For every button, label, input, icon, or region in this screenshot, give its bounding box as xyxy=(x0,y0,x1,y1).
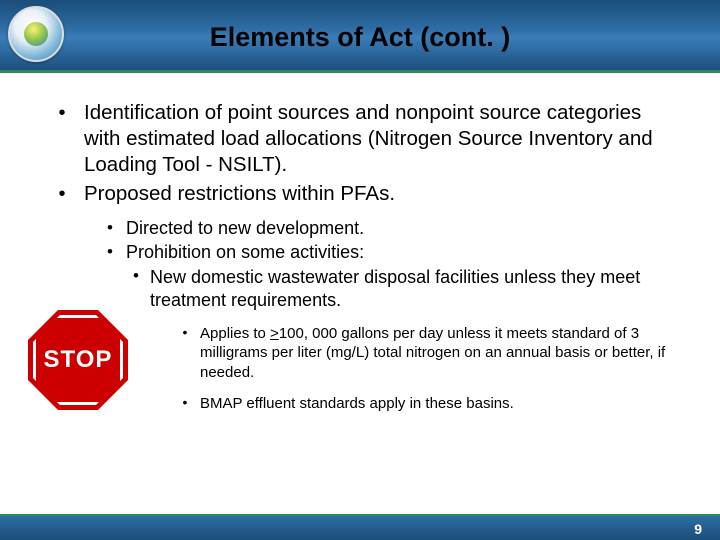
bullet-l4: • BMAP effluent standards apply in these… xyxy=(170,394,680,414)
bullet-text: Identification of point sources and nonp… xyxy=(84,100,680,179)
bullet-marker: • xyxy=(40,181,84,207)
bullet-marker: • xyxy=(122,266,150,286)
bullet-text: Prohibition on some activities: xyxy=(126,241,364,264)
level3-group: • New domestic wastewater disposal facil… xyxy=(122,266,680,312)
bullet-l1: • Identification of point sources and no… xyxy=(40,100,680,179)
slide-title: Elements of Act (cont. ) xyxy=(0,22,720,53)
stop-sign-icon: STOP xyxy=(28,310,128,410)
bullet-l4: • Applies to >100, 000 gallons per day u… xyxy=(170,324,680,383)
bullet-text: Directed to new development. xyxy=(126,217,364,240)
underlined-text: > xyxy=(270,325,279,342)
bullet-marker: • xyxy=(170,394,200,410)
stop-sign-label: STOP xyxy=(28,310,128,410)
bullet-text: BMAP effluent standards apply in these b… xyxy=(200,394,524,414)
bullet-marker: • xyxy=(94,241,126,263)
bullet-marker: • xyxy=(40,100,84,126)
page-number: 9 xyxy=(694,521,702,537)
level2-group: • Directed to new development. • Prohibi… xyxy=(94,217,680,312)
bullet-marker: • xyxy=(170,324,200,340)
content-area: • Identification of point sources and no… xyxy=(40,100,680,426)
bullet-l3: • New domestic wastewater disposal facil… xyxy=(122,266,680,312)
bullet-l2: • Prohibition on some activities: xyxy=(94,241,680,264)
bullet-text: New domestic wastewater disposal facilit… xyxy=(150,266,680,312)
footer-band xyxy=(0,516,720,540)
text-prefix: Applies to xyxy=(200,325,270,342)
bullet-l1: • Proposed restrictions within PFAs. xyxy=(40,181,680,207)
bullet-text: Proposed restrictions within PFAs. xyxy=(84,181,395,207)
bullet-text: Applies to >100, 000 gallons per day unl… xyxy=(200,324,680,383)
bullet-l2: • Directed to new development. xyxy=(94,217,680,240)
level4-group: • Applies to >100, 000 gallons per day u… xyxy=(170,324,680,414)
header-accent xyxy=(0,70,720,73)
bullet-marker: • xyxy=(94,217,126,239)
